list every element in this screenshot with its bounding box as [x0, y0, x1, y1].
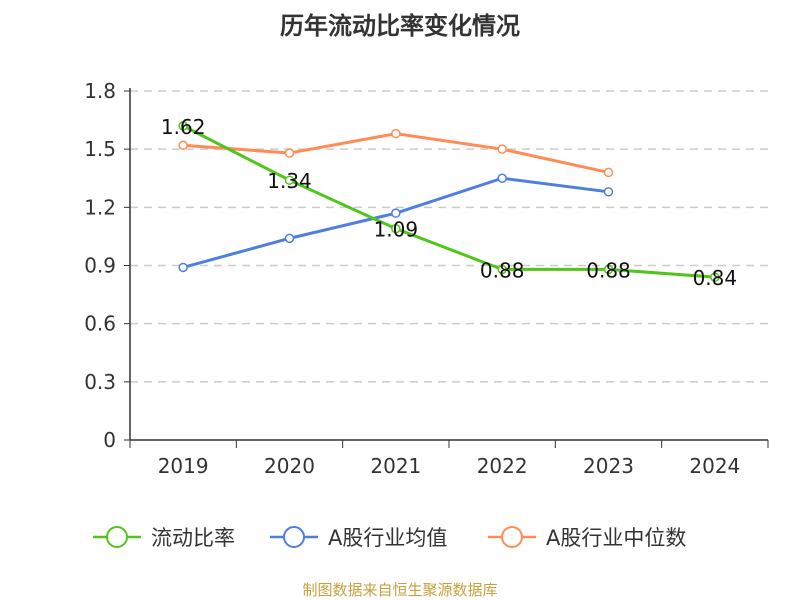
data-label: 0.84 [693, 266, 738, 290]
x-tick-label: 2019 [158, 454, 209, 478]
x-tick-label: 2022 [477, 454, 528, 478]
data-point [178, 262, 188, 273]
data-point [603, 187, 614, 197]
series-line [183, 132, 609, 174]
data-point [497, 173, 507, 183]
data-point [710, 272, 720, 282]
y-tick-label: 1.5 [84, 137, 116, 161]
data-point [391, 128, 401, 139]
y-tick-label: 1.8 [84, 79, 116, 103]
legend-label: 流动比率 [151, 526, 235, 550]
source-note: 制图数据来自恒生聚源数据库 [302, 581, 498, 599]
x-tick-label: 2023 [583, 454, 634, 478]
chart-title: 历年流动比率变化情况 [280, 12, 520, 40]
x-tick-label: 2021 [370, 454, 421, 478]
y-tick-label: 0 [103, 428, 116, 452]
data-point [603, 167, 614, 178]
data-point [603, 264, 614, 275]
data-label: 0.88 [480, 258, 525, 282]
data-point [391, 223, 401, 234]
data-point [178, 140, 188, 151]
series-line [182, 124, 715, 279]
data-point [497, 264, 507, 275]
data-label: 1.34 [267, 169, 312, 193]
y-tick-label: 0.6 [84, 312, 116, 336]
data-label: 1.62 [161, 115, 206, 139]
data-point [497, 144, 507, 154]
legend-label: A股行业均值 [328, 526, 447, 550]
data-point [284, 175, 295, 185]
x-tick-label: 2024 [689, 454, 740, 478]
data-label: 1.09 [374, 218, 419, 242]
legend-marker [283, 526, 305, 548]
data-point [284, 148, 295, 158]
legend-marker [106, 526, 128, 548]
data-label: 0.88 [586, 258, 631, 282]
y-tick-label: 1.2 [84, 195, 116, 219]
data-point [391, 208, 401, 218]
data-point [178, 121, 188, 131]
x-tick-label: 2020 [264, 454, 315, 478]
y-tick-label: 0.9 [84, 254, 116, 278]
legend-label: A股行业中位数 [546, 526, 686, 550]
legend-marker [501, 526, 523, 548]
data-point [284, 233, 295, 244]
y-tick-label: 0.3 [84, 370, 116, 394]
